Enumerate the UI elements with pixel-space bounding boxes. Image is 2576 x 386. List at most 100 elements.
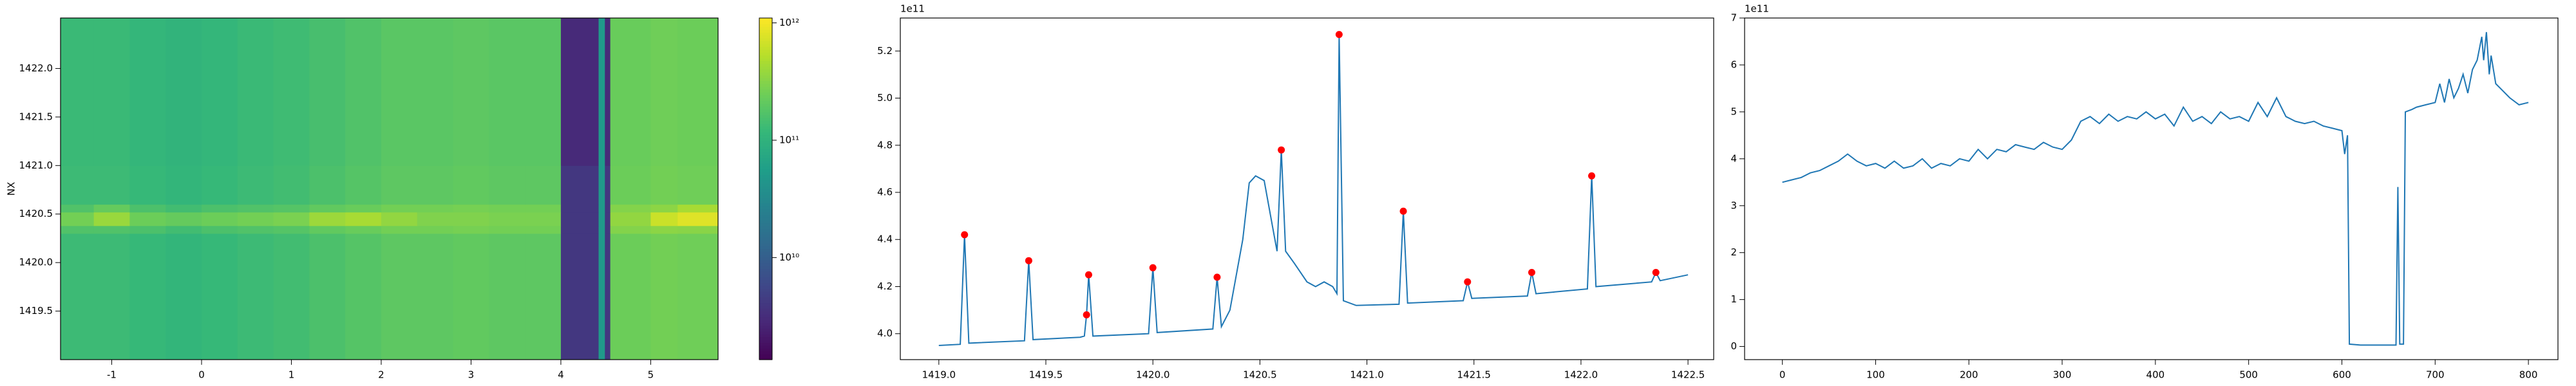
y-tick-label: 7	[1730, 12, 1737, 24]
colorbar-segment	[759, 223, 772, 226]
heatmap-cell	[489, 233, 526, 360]
heatmap-cell	[598, 225, 605, 234]
heatmap-cell	[489, 204, 526, 213]
colorbar-segment	[759, 340, 772, 344]
heatmap-cell	[560, 225, 599, 234]
x-tick-label: 1422.0	[1564, 369, 1598, 381]
colorbar-segment	[759, 60, 772, 64]
y-tick-label: 4.0	[877, 327, 893, 339]
heatmap-cell	[61, 212, 95, 226]
heatmap-cell	[677, 18, 719, 166]
colorbar-segment	[759, 317, 772, 320]
colorbar-segment	[759, 248, 772, 252]
y-tick-label: 5.2	[877, 45, 893, 57]
heatmap-cell	[345, 204, 382, 213]
heatmap-cell	[93, 165, 130, 205]
heatmap-cell	[417, 225, 454, 234]
heatmap-cell	[610, 18, 651, 166]
colorbar-segment	[759, 43, 772, 47]
heatmap-cell	[129, 18, 166, 166]
heatmap-cell	[650, 233, 678, 360]
heatmap-cell	[345, 18, 382, 166]
x-tick-label: 400	[2146, 369, 2165, 381]
heatmap-cell	[381, 233, 418, 360]
heatmap-cell	[560, 204, 599, 213]
colorbar-segment	[759, 177, 772, 181]
heatmap-cell	[525, 233, 562, 360]
colorbar-segment	[759, 257, 772, 261]
colorbar-segment	[759, 72, 772, 76]
heatmap-cell	[201, 225, 238, 234]
heatmap-cell	[605, 165, 611, 205]
colorbar-segment	[759, 314, 772, 318]
heatmap-cell	[166, 18, 202, 166]
heatmap-cell	[201, 233, 238, 360]
heatmap-cell	[453, 204, 489, 213]
heatmap-cell	[610, 204, 651, 213]
heatmap-cell	[560, 233, 599, 360]
colorbar-tick-label: 10¹⁰	[779, 252, 799, 263]
colorbar-segment	[759, 183, 772, 187]
heatmap-cell	[309, 225, 346, 234]
colorbar-segment	[759, 66, 772, 70]
colorbar-segment	[759, 37, 772, 41]
x-tick-label: 4	[558, 369, 564, 381]
heatmap-cell	[345, 225, 382, 234]
colorbar-segment	[759, 35, 772, 39]
y-tick-label: 1422.0	[19, 62, 53, 74]
colorbar-segment	[759, 115, 772, 118]
y-axis-label: NX	[6, 182, 17, 196]
colorbar-segment	[759, 345, 772, 349]
x-tick-label: 2	[378, 369, 384, 381]
y-tick-label: 1419.5	[19, 305, 53, 317]
heatmap-cell	[273, 212, 310, 226]
heatmap-cell	[201, 165, 238, 205]
colorbar-segment	[759, 57, 772, 61]
colorbar-segment	[759, 194, 772, 198]
colorbar-segment	[759, 302, 772, 306]
heatmap-cell	[273, 233, 310, 360]
heatmap-cell	[417, 233, 454, 360]
colorbar-segment	[759, 80, 772, 84]
colorbar-segment	[759, 143, 772, 147]
x-tick-label: 1420.0	[1136, 369, 1170, 381]
heatmap-cell	[345, 212, 382, 226]
colorbar-segment	[759, 41, 772, 44]
heatmap-cell	[489, 225, 526, 234]
colorbar-segment	[759, 265, 772, 269]
colorbar-segment	[759, 348, 772, 352]
colorbar-segment	[759, 117, 772, 121]
heatmap-cell	[309, 212, 346, 226]
heatmap-cell	[237, 165, 274, 205]
heatmap-cell	[93, 233, 130, 360]
heatmap-cell	[381, 212, 418, 226]
heatmap-cell	[598, 212, 605, 226]
x-tick-label: 5	[648, 369, 654, 381]
heatmap-cell	[237, 18, 274, 166]
heatmap-cell	[677, 225, 719, 234]
x-tick-label: 1419.0	[922, 369, 956, 381]
x-tick-label: 500	[2239, 369, 2258, 381]
heatmap-cell	[605, 225, 611, 234]
colorbar-segment	[759, 188, 772, 192]
heatmap-cell	[61, 233, 95, 360]
colorbar-segment	[759, 260, 772, 264]
heatmap-cell	[237, 204, 274, 213]
x-tick-label: 1419.5	[1029, 369, 1063, 381]
colorbar-segment	[759, 77, 772, 81]
colorbar-segment	[759, 331, 772, 335]
heatmap-cell	[677, 204, 719, 213]
heatmap-cell	[201, 18, 238, 166]
colorbar-segment	[759, 149, 772, 152]
colorbar-segment	[759, 240, 772, 244]
heatmap-cell	[93, 225, 130, 234]
colorbar-segment	[759, 140, 772, 144]
colorbar-segment	[759, 271, 772, 275]
heatmap-cell	[129, 204, 166, 213]
heatmap-cell	[273, 165, 310, 205]
colorbar-segment	[759, 200, 772, 204]
heatmap-cell	[453, 212, 489, 226]
colorbar-segment	[759, 171, 772, 175]
colorbar-segment	[759, 354, 772, 358]
colorbar-segment	[759, 226, 772, 230]
